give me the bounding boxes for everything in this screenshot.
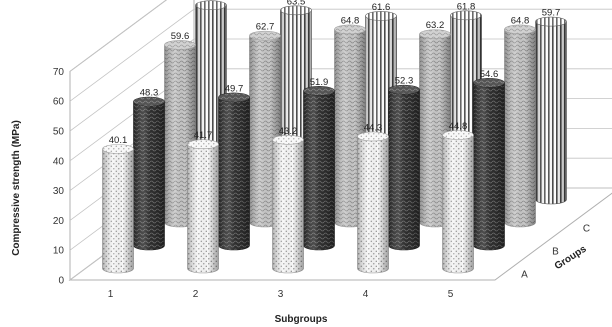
- bar: [388, 84, 420, 251]
- data-label: 54.6: [480, 69, 499, 80]
- data-label: 40.1: [109, 135, 128, 146]
- data-label: 51.9: [310, 77, 329, 88]
- x-tick-label: 4: [363, 289, 369, 300]
- data-label: 59.6: [171, 31, 190, 42]
- y-tick-label: 60: [53, 97, 65, 108]
- x-tick-label: 2: [193, 289, 199, 300]
- y-axis-title: Compressive strength (MPa): [11, 120, 22, 256]
- bar: [133, 96, 165, 251]
- data-label: 61.8: [457, 1, 476, 12]
- y-tick-label: 50: [53, 127, 65, 138]
- bar: [187, 139, 219, 274]
- data-label: 44.8: [449, 121, 468, 132]
- group-label: B: [552, 247, 559, 258]
- data-label: 62.7: [256, 22, 275, 33]
- data-label: 48.3: [140, 88, 159, 99]
- gridline: [69, 8, 612, 102]
- bar: [442, 130, 474, 274]
- bar: [218, 92, 250, 251]
- x-tick-label: 1: [108, 289, 114, 300]
- x-tick-label: 5: [448, 289, 454, 300]
- data-label: 49.7: [225, 83, 244, 94]
- bar: [272, 134, 304, 274]
- data-label: 44.3: [364, 122, 383, 133]
- bar: [357, 131, 389, 274]
- data-label: 61.6: [372, 2, 391, 13]
- x-axis-title: Subgroups: [275, 314, 328, 325]
- data-label: 64.8: [511, 15, 530, 26]
- bar: [473, 77, 505, 251]
- data-label: 63.2: [426, 20, 445, 31]
- data-label: 43.2: [279, 126, 298, 137]
- data-label: 41.7: [194, 130, 213, 141]
- data-label: 65.2: [202, 0, 221, 2]
- bar: [504, 24, 536, 228]
- y-tick-label: 40: [53, 156, 65, 167]
- y-tick-label: 0: [58, 276, 64, 287]
- y-tick-label: 10: [53, 246, 65, 257]
- y-tick-label: 30: [53, 186, 65, 197]
- group-label: C: [583, 224, 590, 235]
- bar: [535, 16, 567, 205]
- data-label: 63.5: [287, 0, 306, 7]
- bar: [303, 86, 335, 251]
- y-tick-label: 70: [53, 67, 65, 78]
- y-tick-label: 20: [53, 216, 65, 227]
- data-label: 52.3: [395, 76, 414, 87]
- group-label: A: [521, 270, 528, 281]
- data-label: 59.7: [542, 8, 561, 19]
- bar: [102, 144, 134, 274]
- gridline: [69, 0, 167, 72]
- bars: [102, 0, 567, 274]
- x-tick-label: 3: [278, 289, 284, 300]
- data-label: 64.8: [341, 15, 360, 26]
